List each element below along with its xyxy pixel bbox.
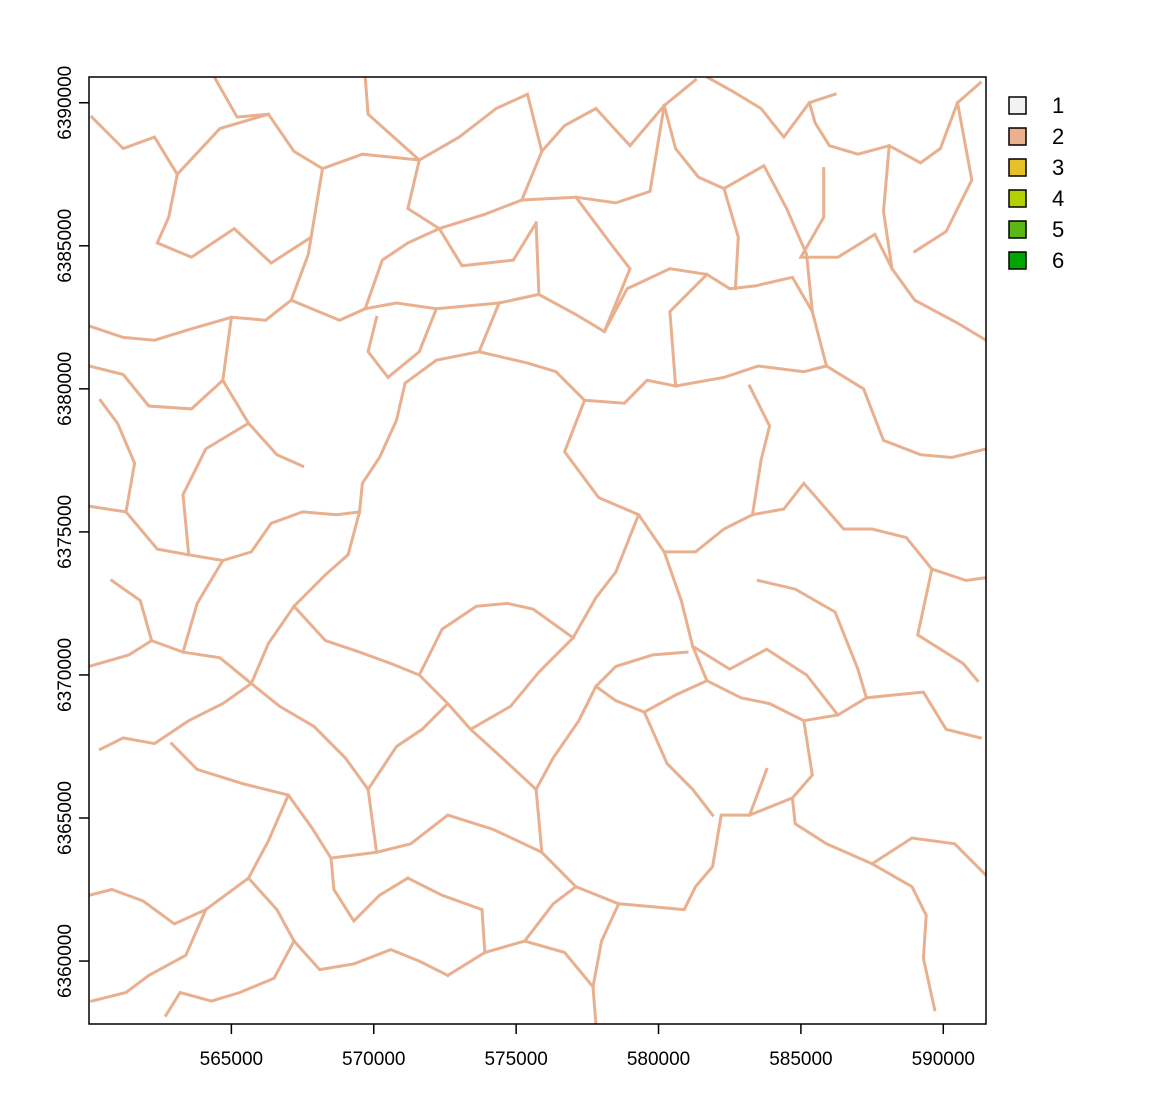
boundary-line xyxy=(573,195,632,334)
boundary-line xyxy=(181,421,251,557)
boundary-line xyxy=(181,510,362,654)
legend-label: 2 xyxy=(1052,124,1064,149)
legend-label: 6 xyxy=(1052,248,1064,273)
boundary-line xyxy=(249,681,379,854)
boundary-line xyxy=(747,796,795,818)
boundary-line xyxy=(405,876,487,955)
boundary-line xyxy=(668,272,710,388)
boundary-line xyxy=(89,907,208,1003)
boundary-line xyxy=(289,235,313,303)
x-tick-label: 580000 xyxy=(627,1049,690,1070)
legend-label: 1 xyxy=(1052,93,1064,118)
x-axis: 565000 570000 575000 580000 585000 590000 xyxy=(200,1024,975,1070)
boundary-line xyxy=(519,149,544,202)
boundary-line xyxy=(357,301,502,514)
boundary-line xyxy=(329,856,410,924)
boundary-line xyxy=(89,364,225,411)
boundary-line xyxy=(591,901,621,1024)
boundary-line xyxy=(291,510,362,609)
boundary-line xyxy=(704,678,986,878)
boundary-line xyxy=(916,567,980,683)
y-tick-label: 6390000 xyxy=(55,66,76,140)
boundary-line xyxy=(721,163,814,314)
boundary-line xyxy=(163,938,297,1018)
boundary-line xyxy=(417,601,576,678)
boundary-line xyxy=(662,480,986,583)
legend-swatch xyxy=(1008,220,1027,239)
legend-label: 3 xyxy=(1052,155,1064,180)
boundary-line xyxy=(89,638,254,686)
x-tick-label: 575000 xyxy=(484,1049,547,1070)
boundary-line xyxy=(89,504,225,563)
x-tick-label: 570000 xyxy=(342,1049,405,1070)
plot-area xyxy=(88,76,987,1025)
boundary-line xyxy=(912,100,974,254)
boundary-line xyxy=(89,793,291,926)
x-tick-label: 565000 xyxy=(200,1049,263,1070)
y-tick-label: 6375000 xyxy=(55,495,76,569)
y-tick-label: 6380000 xyxy=(55,352,76,426)
boundary-line xyxy=(704,77,837,140)
boundary-line xyxy=(169,741,334,861)
legend-swatch xyxy=(1008,251,1027,270)
boundary-line xyxy=(881,144,894,271)
plot-frame xyxy=(88,76,987,1025)
boundary-line xyxy=(98,604,297,752)
boundary-line xyxy=(98,398,137,514)
legend: 1 2 3 4 5 6 xyxy=(1008,93,1064,273)
y-tick-label: 6370000 xyxy=(55,638,76,712)
boundary-line xyxy=(662,103,740,291)
legend-label: 5 xyxy=(1052,217,1064,242)
raster-background-class xyxy=(89,77,986,1024)
boundary-line xyxy=(366,306,439,380)
boundary-line xyxy=(363,221,541,311)
legend-label: 4 xyxy=(1052,186,1064,211)
boundary-line xyxy=(673,364,829,388)
boundary-line xyxy=(562,398,709,683)
boundary-line xyxy=(366,701,450,792)
boundary-line xyxy=(617,767,769,912)
y-tick-label: 6365000 xyxy=(55,781,76,855)
boundary-line xyxy=(329,813,621,906)
legend-swatch xyxy=(1008,189,1027,208)
legend-swatch xyxy=(1008,96,1027,115)
x-tick-label: 585000 xyxy=(769,1049,832,1070)
boundary-line xyxy=(522,884,579,944)
boundary-line xyxy=(212,77,271,119)
boundary-line xyxy=(864,690,983,740)
boundary-line xyxy=(534,650,689,854)
boundary-line xyxy=(109,578,154,643)
y-tick-label: 6360000 xyxy=(55,924,76,998)
boundary-layer xyxy=(89,77,986,1024)
boundary-line xyxy=(437,220,539,268)
boundary-line xyxy=(642,710,715,818)
boundary-line xyxy=(747,383,772,517)
y-tick-label: 6385000 xyxy=(55,209,76,283)
boundary-line xyxy=(798,167,986,342)
legend-swatch xyxy=(1008,127,1027,146)
boundary-line xyxy=(363,77,698,162)
boundary-line xyxy=(246,875,450,978)
boundary-line xyxy=(363,226,442,311)
boundary-line xyxy=(690,644,841,718)
y-axis: 6360000 6365000 6370000 6375000 6380000 63850… xyxy=(55,66,89,998)
boundary-line xyxy=(807,100,943,165)
x-tick-label: 590000 xyxy=(912,1049,975,1070)
boundary-line xyxy=(870,861,937,1012)
boundary-line xyxy=(536,267,815,334)
legend-swatch xyxy=(1008,158,1027,177)
